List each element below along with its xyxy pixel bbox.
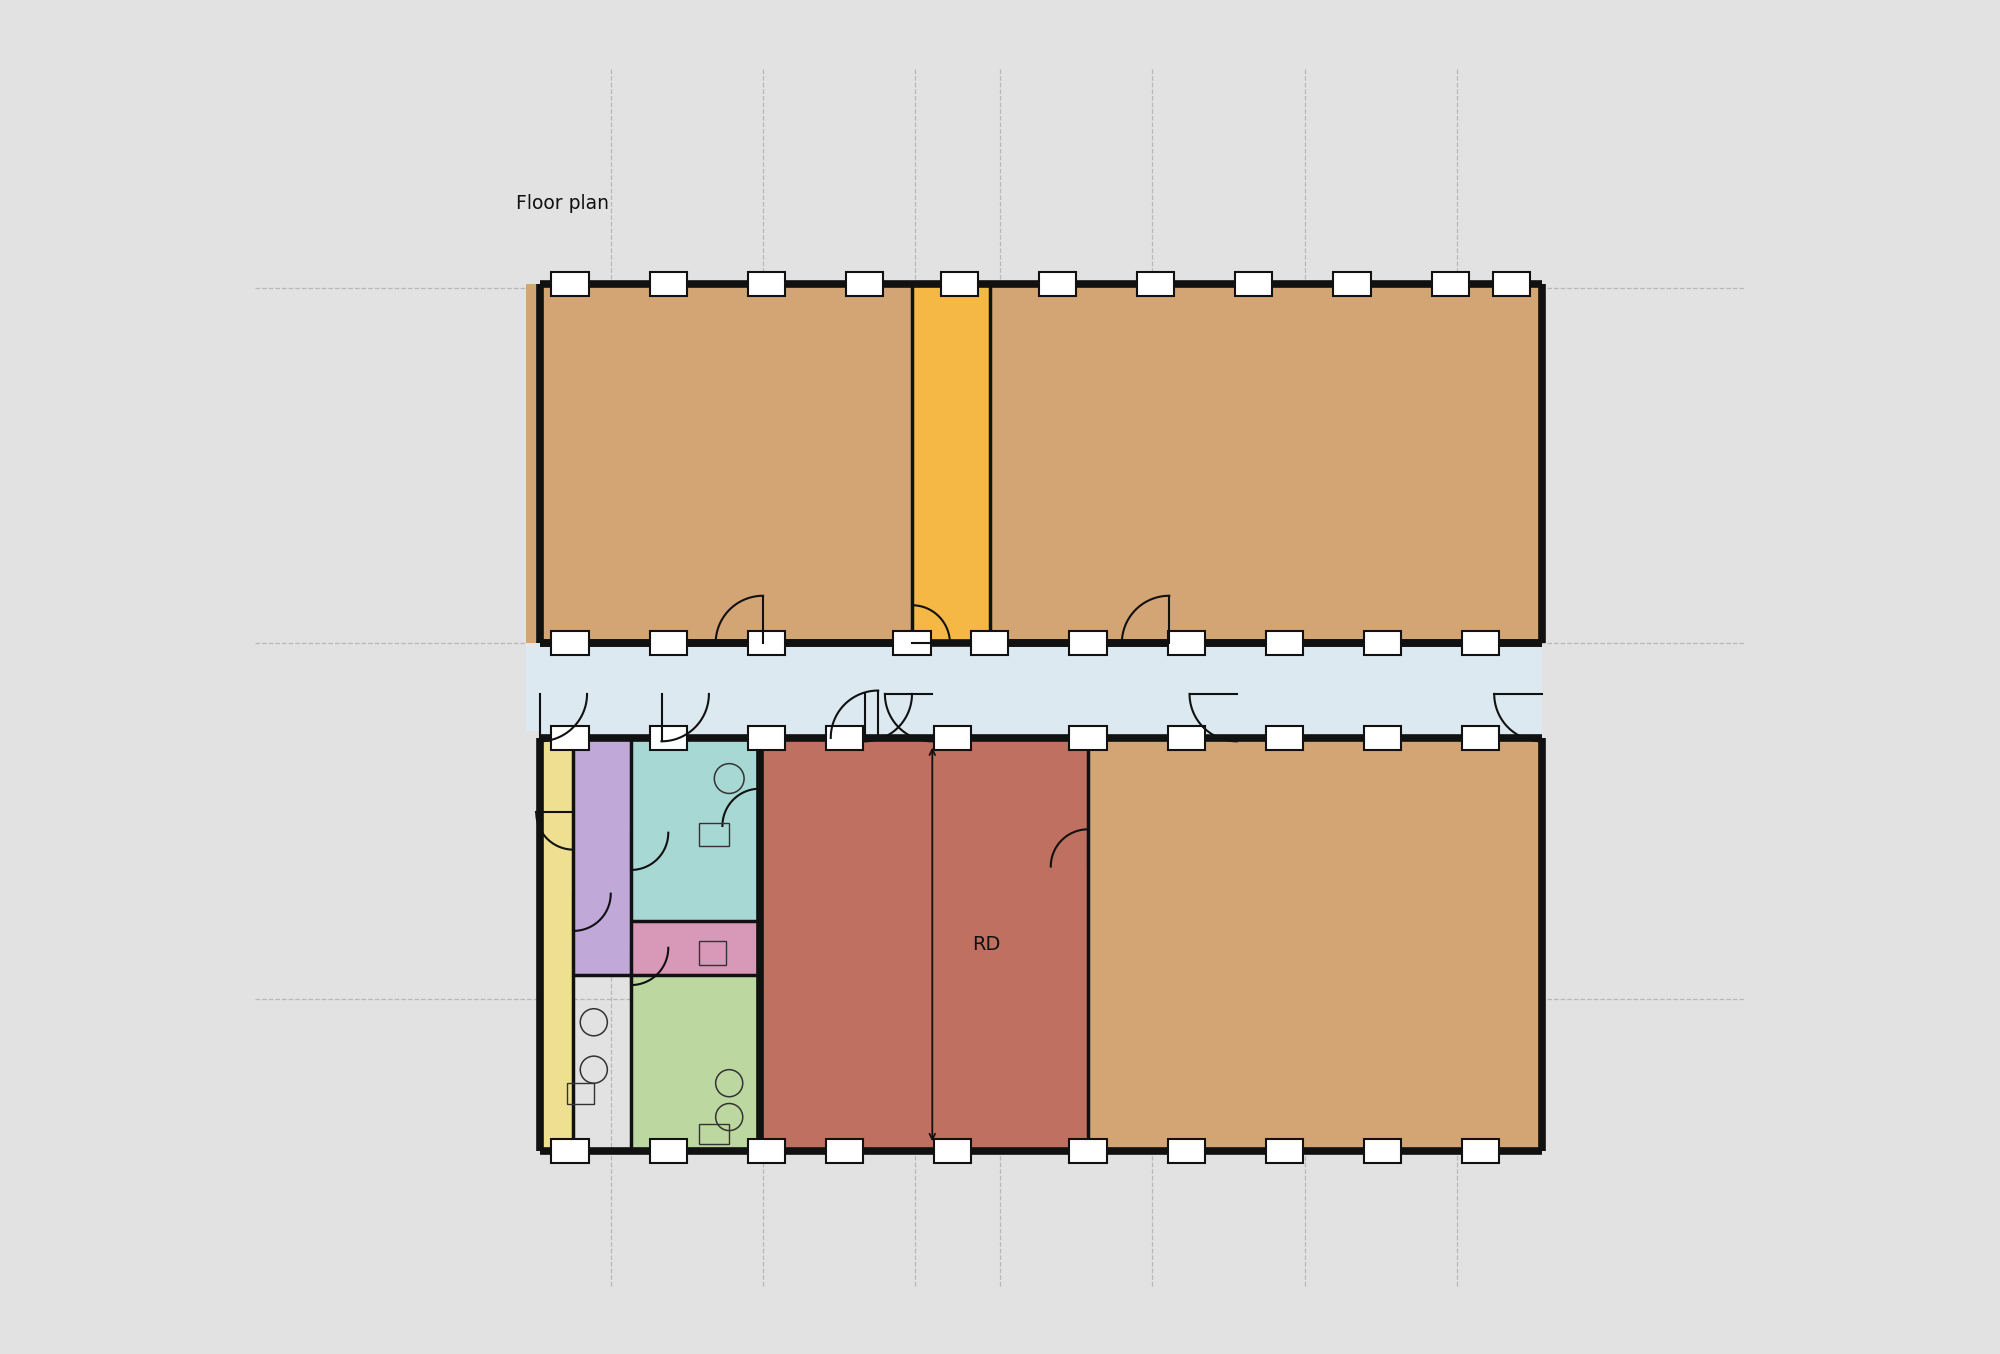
Bar: [1266, 631, 1302, 655]
Bar: [566, 1083, 594, 1104]
Bar: [698, 1124, 730, 1144]
Bar: [934, 1139, 972, 1163]
Bar: [760, 738, 1088, 1151]
Bar: [1000, 284, 1528, 643]
Text: Floor plan: Floor plan: [516, 194, 608, 213]
Bar: [1364, 1139, 1402, 1163]
Bar: [540, 643, 1542, 738]
Bar: [650, 631, 686, 655]
Bar: [1168, 1139, 1204, 1163]
Bar: [1168, 726, 1204, 750]
Bar: [1334, 272, 1370, 297]
Text: RD: RD: [972, 934, 1000, 955]
Bar: [972, 631, 1008, 655]
Bar: [650, 726, 686, 750]
Bar: [1266, 726, 1302, 750]
Bar: [940, 272, 978, 297]
Bar: [912, 284, 990, 643]
Bar: [1462, 726, 1500, 750]
Bar: [1236, 272, 1272, 297]
Bar: [1364, 726, 1402, 750]
Bar: [1364, 631, 1402, 655]
Bar: [540, 738, 574, 1151]
Bar: [632, 738, 760, 921]
Bar: [676, 731, 810, 846]
Bar: [748, 631, 786, 655]
Bar: [540, 284, 912, 643]
Bar: [632, 921, 760, 975]
Bar: [698, 941, 726, 964]
Bar: [748, 1139, 786, 1163]
Bar: [1432, 272, 1468, 297]
Bar: [1462, 631, 1500, 655]
Bar: [990, 284, 1542, 643]
Bar: [650, 1139, 686, 1163]
Bar: [846, 272, 884, 297]
Bar: [1462, 1139, 1500, 1163]
Bar: [1266, 1139, 1302, 1163]
Bar: [698, 823, 730, 846]
Bar: [1070, 631, 1106, 655]
Bar: [1070, 726, 1106, 750]
Bar: [1492, 272, 1530, 297]
Bar: [552, 726, 588, 750]
Bar: [632, 975, 760, 1151]
Bar: [1088, 738, 1542, 1151]
Bar: [748, 272, 786, 297]
Bar: [894, 631, 930, 655]
Bar: [526, 643, 1528, 731]
Bar: [526, 284, 906, 643]
Bar: [1138, 272, 1174, 297]
Bar: [650, 272, 686, 297]
Bar: [1038, 272, 1076, 297]
Bar: [906, 284, 1000, 643]
Bar: [1070, 1139, 1106, 1163]
Bar: [1168, 631, 1204, 655]
Bar: [826, 726, 862, 750]
Bar: [934, 726, 972, 750]
Bar: [748, 726, 786, 750]
Bar: [574, 738, 632, 975]
Bar: [552, 272, 588, 297]
Bar: [826, 1139, 862, 1163]
Bar: [552, 631, 588, 655]
Bar: [552, 1139, 588, 1163]
